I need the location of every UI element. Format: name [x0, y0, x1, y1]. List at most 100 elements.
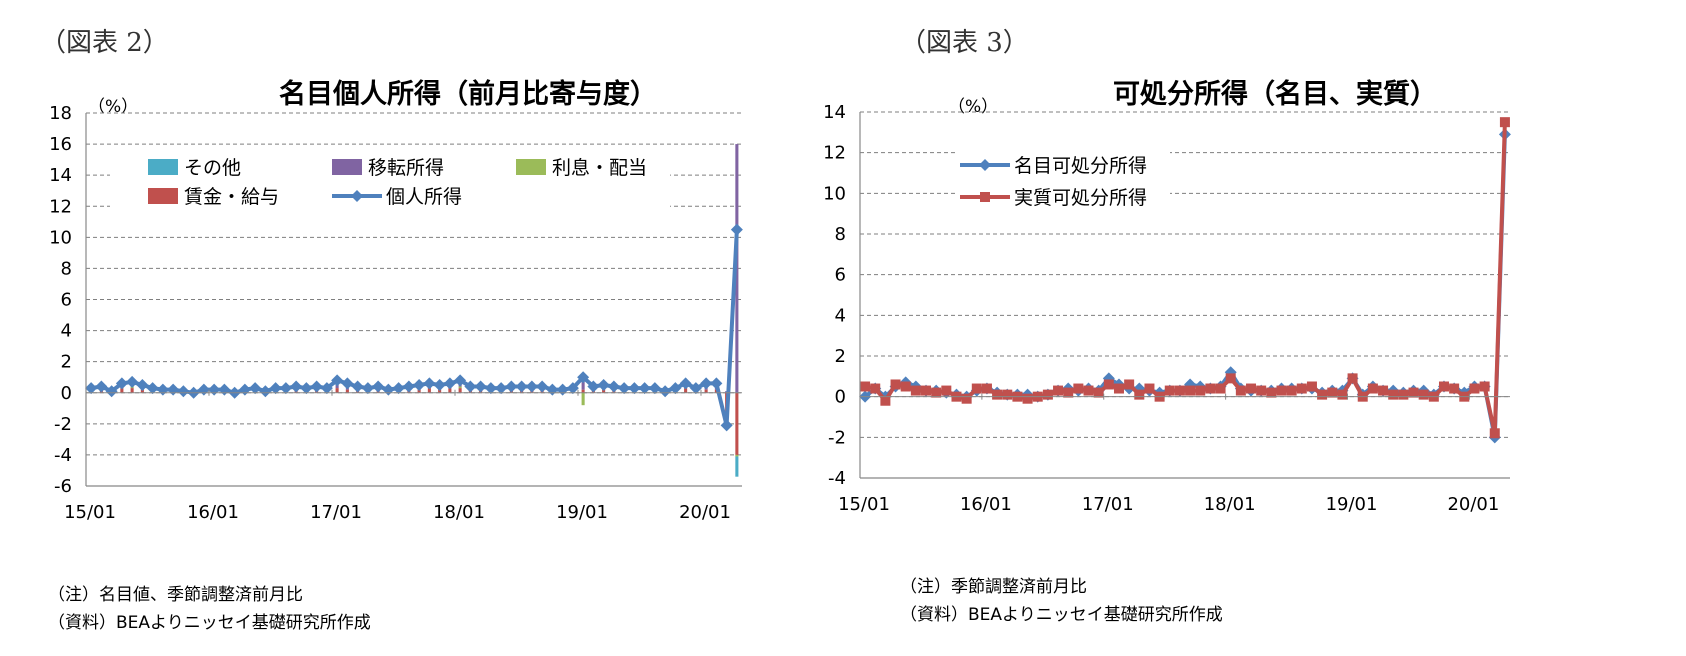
y-tick-label: 8 [835, 224, 846, 245]
data-point [1042, 389, 1053, 400]
data-point [136, 378, 149, 391]
x-tick-label: 20/01 [1447, 494, 1499, 515]
chart-panel-right: （図表 3） 可処分所得（名目、実質） （%） -4 -2 0 2 4 6 8 10 12 14 1… [823, 0, 1686, 656]
y-tick-label: 6 [61, 290, 72, 311]
data-point [259, 385, 272, 398]
y-tick-label: 6 [835, 265, 846, 286]
axes: -4 -2 0 2 4 6 8 10 12 14 15/01 16/01 17/01 18/01 19/01… [823, 102, 1510, 515]
legend-marker [351, 190, 363, 202]
data-point [597, 378, 610, 391]
x-tick-label: 19/01 [556, 502, 608, 523]
data-point [961, 393, 972, 404]
figure-label: （図表 3） [900, 28, 1029, 58]
y-tick-label: 10 [49, 227, 72, 248]
x-tick-label: 18/01 [1204, 494, 1256, 515]
data-point [1113, 383, 1124, 394]
data-point [628, 382, 641, 395]
data-point [1174, 385, 1185, 396]
data-point [1195, 385, 1206, 396]
bar [581, 392, 585, 406]
bar [335, 384, 339, 389]
legend-label: その他 [184, 157, 241, 179]
data-point [331, 374, 344, 387]
data-point [1022, 393, 1033, 404]
data-point [1499, 117, 1510, 128]
data-point [1093, 387, 1104, 398]
bar [458, 386, 462, 389]
data-point [238, 383, 251, 396]
bar [427, 388, 431, 393]
data-point [361, 382, 374, 395]
bar [458, 388, 462, 393]
data-point [413, 378, 426, 391]
x-tick-label: 15/01 [838, 494, 890, 515]
data-point [423, 377, 436, 390]
data-point [1205, 383, 1216, 394]
note-line: （注）季節調整済前月比 [900, 577, 1087, 597]
data-point [1378, 385, 1389, 396]
data-point [870, 383, 881, 394]
data-point [310, 380, 323, 393]
data-point [1266, 387, 1277, 398]
legend-label: 個人所得 [386, 186, 462, 208]
bar [581, 389, 585, 393]
data-point [1124, 379, 1135, 390]
data-point [208, 383, 221, 396]
bar [704, 389, 708, 393]
data-point [1398, 389, 1409, 400]
data-point [1337, 389, 1348, 400]
line-series [859, 117, 1511, 444]
data-point [177, 385, 190, 398]
y-tick-label: -2 [828, 427, 846, 448]
data-point [105, 385, 118, 398]
data-point [505, 380, 518, 393]
bar [335, 388, 339, 393]
data-point [1256, 385, 1267, 396]
y-tick-label: 0 [835, 387, 846, 408]
data-point [249, 382, 262, 395]
data-point [546, 383, 559, 396]
data-point [1286, 385, 1297, 396]
data-point [197, 383, 210, 396]
data-point [1469, 383, 1480, 394]
legend-label: 賃金・給与 [184, 186, 279, 208]
legend-background [110, 150, 670, 216]
bar [130, 388, 134, 393]
y-tick-label: 16 [49, 134, 72, 155]
data-point [1246, 383, 1257, 394]
x-tick-label: 15/01 [64, 502, 116, 523]
series-line [864, 122, 1507, 436]
data-point [981, 383, 992, 394]
bar [735, 454, 739, 457]
figure-label: （図表 2） [40, 28, 169, 58]
y-tick-label: -4 [828, 468, 846, 489]
chart-title: 名目個人所得（前月比寄与度） [279, 79, 657, 110]
data-point [1063, 387, 1074, 398]
data-point [607, 380, 620, 393]
data-point [218, 383, 231, 396]
data-point [1185, 385, 1196, 396]
data-point [85, 382, 98, 395]
data-point [1489, 428, 1500, 439]
data-point [464, 380, 477, 393]
data-point [1306, 381, 1317, 392]
data-point [443, 377, 456, 390]
y-tick-label: -4 [54, 445, 72, 466]
data-point [95, 380, 108, 393]
data-point [372, 380, 385, 393]
data-point [1449, 383, 1460, 394]
data-point [941, 385, 952, 396]
data-point [710, 377, 723, 390]
unit-label: （%） [88, 97, 139, 117]
data-point [720, 419, 733, 432]
data-point [880, 395, 891, 406]
data-point [146, 382, 159, 395]
bar [602, 389, 606, 393]
data-point [525, 380, 538, 393]
data-point [890, 379, 901, 390]
data-point [1134, 389, 1145, 400]
bar [684, 388, 688, 393]
data-point [433, 378, 446, 391]
